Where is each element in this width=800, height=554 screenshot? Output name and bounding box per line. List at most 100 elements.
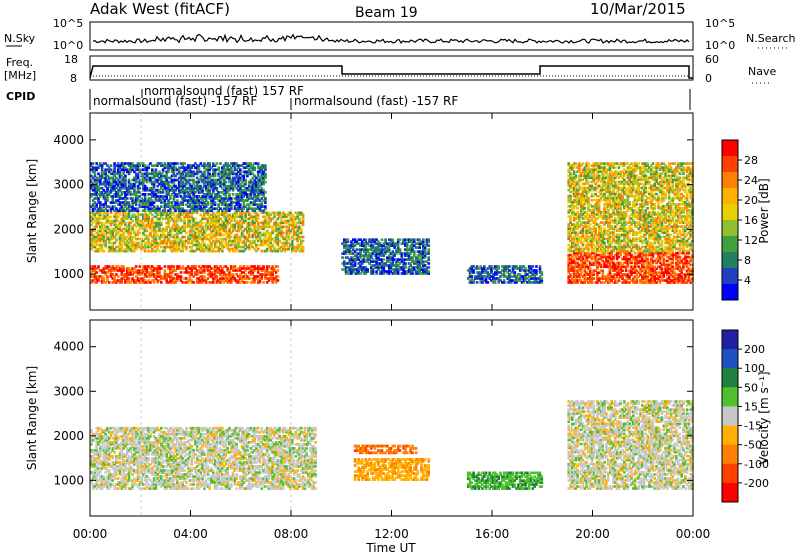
heatmap-cell	[271, 249, 274, 253]
heatmap-cell	[199, 184, 203, 188]
heatmap-cell	[375, 242, 378, 245]
heatmap-cell	[265, 211, 269, 215]
heatmap-cell	[231, 229, 235, 233]
heatmap-cell	[344, 244, 348, 247]
heatmap-cell	[343, 242, 346, 245]
heatmap-cell	[291, 219, 294, 223]
heatmap-cell	[217, 211, 220, 215]
heatmap-cell	[151, 164, 154, 167]
heatmap-cell	[181, 172, 185, 176]
heatmap-cell	[133, 267, 136, 270]
heatmap-cell	[177, 186, 181, 190]
heatmap-cell	[203, 207, 206, 211]
heatmap-cell	[240, 207, 244, 211]
heatmap-cell	[195, 172, 199, 176]
heatmap-cell	[371, 244, 375, 247]
heatmap-cell	[174, 273, 177, 276]
heatmap-cell	[203, 231, 206, 235]
heatmap-cell	[226, 279, 229, 282]
heatmap-cell	[120, 219, 124, 223]
heatmap-cell	[188, 229, 192, 233]
heatmap-cell	[90, 275, 93, 278]
heatmap-cell	[217, 182, 220, 186]
heatmap-cell	[237, 180, 240, 184]
heatmap-cell	[176, 186, 179, 190]
heatmap-cell	[116, 279, 120, 282]
heatmap-cell	[274, 223, 278, 227]
heatmap-cell	[147, 193, 150, 196]
heatmap-cell	[188, 249, 192, 253]
heatmap-cell	[97, 235, 100, 239]
heatmap-cell	[195, 243, 199, 247]
heatmap-cell	[215, 279, 219, 282]
heatmap-cell	[217, 249, 220, 253]
heatmap-cell	[195, 209, 199, 213]
heatmap-cell	[165, 225, 168, 229]
heatmap-cell	[151, 180, 154, 184]
heatmap-cell	[109, 273, 113, 276]
heatmap-cell	[185, 271, 188, 274]
heatmap-cell	[181, 203, 185, 206]
heatmap-cell	[212, 223, 215, 227]
heatmap-cell	[120, 269, 124, 272]
heatmap-cell	[138, 168, 142, 172]
heatmap-cell	[237, 245, 240, 249]
heatmap-cell	[244, 269, 247, 272]
heatmap-cell	[147, 176, 150, 180]
heatmap-cell	[122, 166, 125, 170]
heatmap-cell	[199, 178, 203, 182]
heatmap-cell	[265, 221, 269, 225]
heatmap-cell	[127, 180, 131, 184]
heatmap-cell	[91, 168, 95, 172]
heatmap-cell	[151, 199, 154, 202]
heatmap-cell	[247, 164, 251, 167]
heatmap-cell	[350, 262, 353, 265]
heatmap-cell	[127, 237, 131, 241]
heatmap-cell	[199, 174, 203, 178]
heatmap-cell	[222, 213, 226, 217]
heatmap-cell	[298, 227, 301, 231]
heatmap-cell	[136, 184, 140, 188]
heatmap-cell	[226, 219, 229, 223]
heatmap-cell	[131, 186, 134, 190]
heatmap-cell	[176, 247, 179, 251]
heatmap-cell	[170, 277, 174, 280]
heatmap-cell	[253, 277, 256, 280]
heatmap-cell	[540, 271, 544, 274]
heatmap-cell	[260, 186, 264, 190]
heatmap-cell	[102, 213, 106, 217]
heatmap-cell	[149, 199, 152, 202]
heatmap-cell	[90, 180, 93, 184]
heatmap-cell	[208, 239, 211, 243]
heatmap-cell	[240, 180, 244, 184]
heatmap-cell	[156, 245, 159, 249]
heatmap-cell	[235, 281, 238, 284]
heatmap-cell	[280, 227, 283, 231]
heatmap-cell	[217, 229, 220, 233]
heatmap-cell	[280, 219, 283, 223]
heatmap-cell	[378, 264, 382, 267]
heatmap-cell	[249, 273, 253, 276]
heatmap-cell	[142, 217, 145, 221]
heatmap-cell	[256, 275, 260, 278]
heatmap-cell	[398, 238, 402, 241]
heatmap-cell	[143, 281, 147, 284]
heatmap-cell	[91, 233, 95, 237]
heatmap-cell	[154, 207, 158, 211]
heatmap-cell	[167, 166, 170, 170]
heatmap-cell	[165, 227, 168, 231]
heatmap-cell	[177, 229, 181, 233]
heatmap-cell	[138, 180, 142, 184]
heatmap-cell	[256, 269, 260, 272]
heatmap-cell	[292, 247, 296, 251]
heatmap-cell	[375, 266, 378, 269]
heatmap-cell	[145, 172, 149, 176]
heatmap-cell	[172, 249, 176, 253]
heatmap-cell	[190, 267, 194, 270]
heatmap-cell	[235, 162, 238, 165]
heatmap-cell	[124, 227, 127, 231]
heatmap-cell	[109, 201, 113, 204]
heatmap-cell	[95, 241, 98, 245]
heatmap-cell	[221, 209, 224, 213]
heatmap-cell	[282, 241, 285, 245]
